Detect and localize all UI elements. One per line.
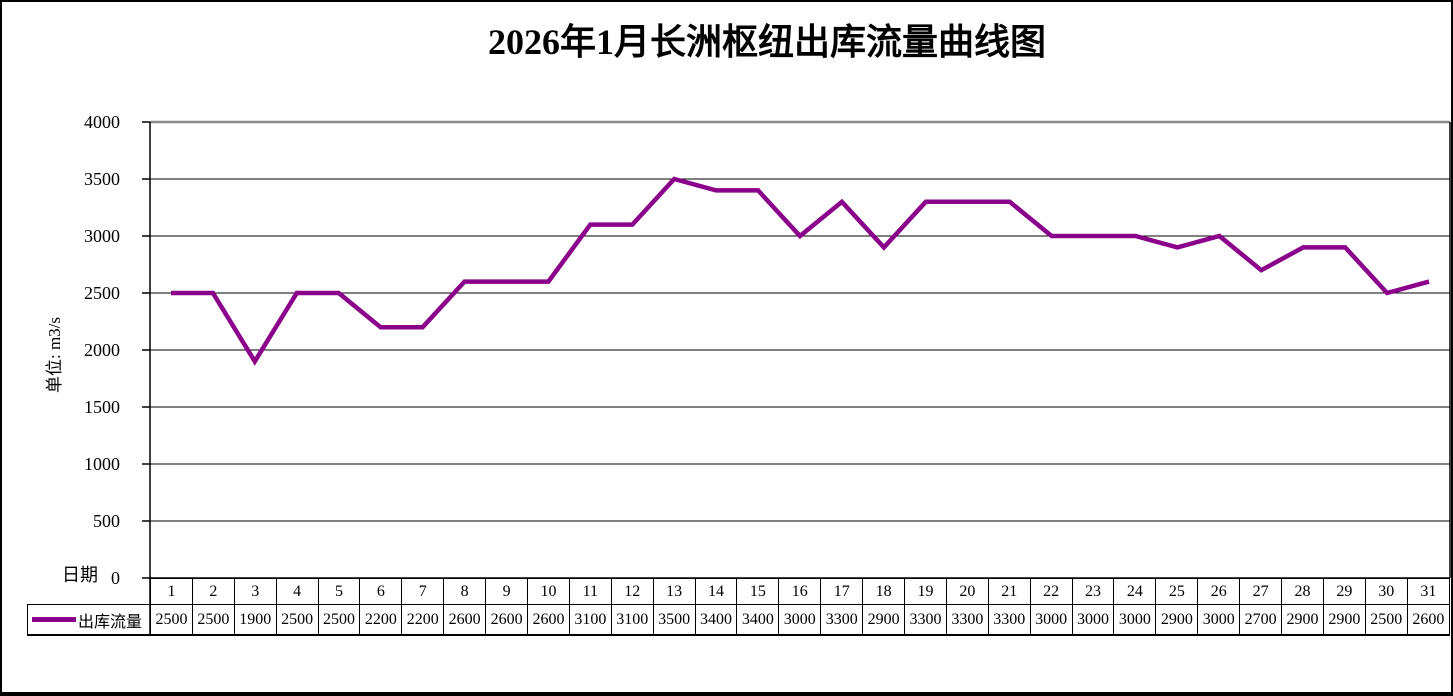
day-header-cell: 5 [317,578,361,605]
day-header-cell: 21 [987,578,1031,605]
flow-value-cell: 3000 [778,604,822,636]
flow-value-cell: 3500 [652,604,696,636]
y-axis-tick-label: 1000 [84,454,120,474]
day-header-cell: 27 [1239,578,1283,605]
day-header-cell: 29 [1322,578,1366,605]
flow-value-cell: 2500 [275,604,319,636]
legend-line-swatch-icon [32,617,76,622]
flow-value-cell: 2200 [359,604,403,636]
day-header-cell: 23 [1071,578,1115,605]
y-axis-tick-label: 0 [111,568,120,588]
flow-value-cell: 3000 [1029,604,1073,636]
flow-value-cell: 2200 [401,604,445,636]
flow-value-cell: 2500 [150,604,193,636]
flow-value-cell: 3400 [736,604,780,636]
flow-value-cell: 2900 [1155,604,1199,636]
day-header-cell: 9 [485,578,529,605]
legend-series-label: 出库流量 [78,613,143,631]
flow-value-cell: 2500 [1364,604,1408,636]
y-axis-tick-label: 1500 [84,397,120,417]
day-header-cell: 17 [820,578,864,605]
y-axis-tick-label: 500 [93,511,120,531]
y-axis-tick-label: 3000 [84,226,120,246]
day-header-row: 1 2 3 4 5 6 7 8 9 10 11 12 13 14 15 16 17 18 19 20 21 22 23 24 2… [28,578,1451,605]
data-table: 1 2 3 4 5 6 7 8 9 10 11 12 13 14 15 16 17 18 19 20 21 22 23 24 2… [27,578,1451,636]
flow-value-cell: 3100 [568,604,612,636]
x-axis-title: 日期 [62,565,98,585]
y-axis-tick-label: 3500 [84,169,120,189]
day-header-cell: 15 [736,578,780,605]
day-header-cell: 24 [1113,578,1157,605]
day-header-cell: 7 [401,578,445,605]
day-header-cell: 26 [1197,578,1241,605]
flow-value-cell: 2900 [1322,604,1366,636]
y-axis-tick-label: 4000 [84,112,120,132]
day-header-cell: 20 [945,578,989,605]
day-header-cell: 2 [191,578,235,605]
day-header-cell: 13 [652,578,696,605]
flow-value-cell: 3300 [904,604,947,636]
flow-value-cell: 2600 [485,604,529,636]
flow-value-cell: 3300 [945,604,989,636]
flow-value-cell: 2600 [1406,604,1451,636]
day-header-cell: 8 [443,578,487,605]
flow-value-cell: 3000 [1071,604,1115,636]
day-header-cell: 30 [1364,578,1408,605]
day-header-cell: 3 [233,578,277,605]
day-header-cell: 19 [904,578,947,605]
flow-value-cell: 2900 [1281,604,1324,636]
table-spacer-cell [28,579,151,605]
flow-value-cell: 3100 [610,604,654,636]
y-axis-tick-label: 2500 [84,283,120,303]
day-header-cell: 16 [778,578,822,605]
day-header-cell: 6 [359,578,403,605]
flow-value-cell: 2500 [191,604,235,636]
day-header-cell: 10 [527,578,570,605]
day-header-cell: 14 [694,578,738,605]
value-row: 出库流量 2500 2500 1900 2500 2500 2200 2200 2600 260… [27,604,1451,636]
data-line-outflow [171,176,1430,366]
day-header-cell: 4 [275,578,319,605]
flow-value-cell: 2600 [527,604,570,636]
day-header-cell: 12 [610,578,654,605]
flow-value-cell: 3000 [1197,604,1241,636]
flow-value-cell: 2600 [443,604,487,636]
day-header-cell: 31 [1406,578,1451,605]
day-header-cell: 25 [1155,578,1199,605]
flow-value-cell: 2700 [1239,604,1283,636]
y-axis-title: 单位: m3/s [45,316,64,394]
legend-cell: 出库流量 [27,604,151,636]
day-header-cell: 11 [568,578,612,605]
day-header-cell: 28 [1281,578,1324,605]
flow-value-cell: 3300 [987,604,1031,636]
flow-value-cell: 1900 [233,604,277,636]
flow-value-cell: 3000 [1113,604,1157,636]
y-axis-tick-label: 2000 [84,340,120,360]
flow-value-cell: 3300 [820,604,864,636]
day-header-cell: 22 [1029,578,1073,605]
day-header-cell: 18 [862,578,906,605]
flow-value-cell: 2900 [862,604,906,636]
flow-value-cell: 3400 [694,604,738,636]
flow-value-cell: 2500 [317,604,361,636]
chart-title: 2026年1月长洲枢纽出库流量曲线图 [487,22,1046,62]
day-header-cell: 1 [150,578,193,605]
